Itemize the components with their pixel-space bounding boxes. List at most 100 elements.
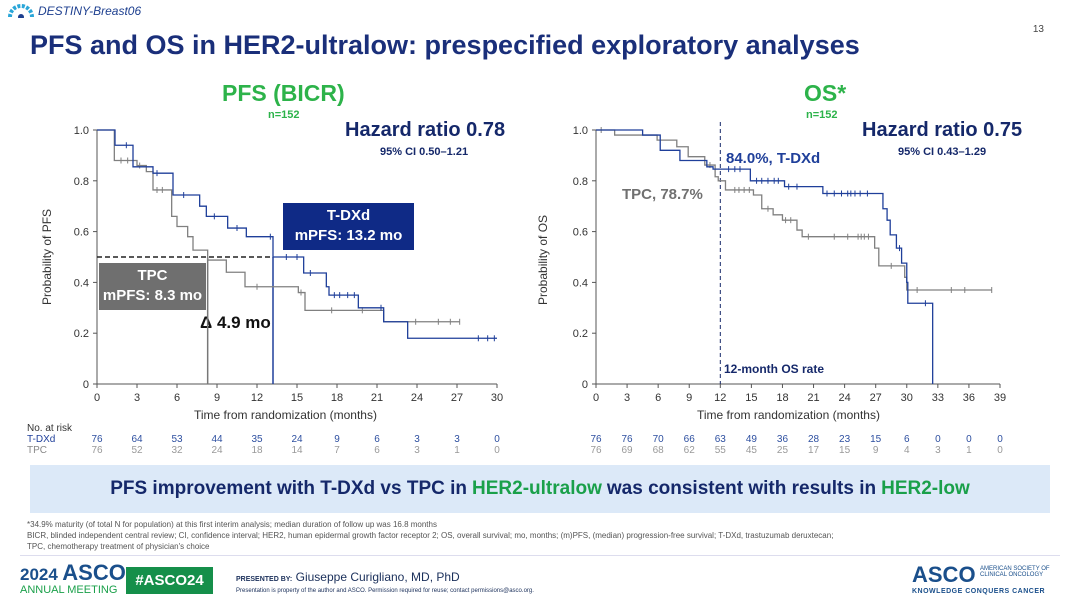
at-risk-tpc: 1: [454, 445, 460, 456]
y-tick-label: 0.8: [573, 176, 588, 188]
at-risk-tpc: 52: [131, 445, 143, 456]
x-tick-label: 30: [901, 392, 913, 404]
trial-logo-icon: [8, 4, 34, 18]
at-risk-t-dxd: 70: [653, 434, 665, 445]
at-risk-tpc: 9: [873, 445, 879, 456]
os-n: n=152: [806, 109, 838, 121]
at-risk-t-dxd: 44: [211, 434, 223, 445]
x-tick-label: 18: [776, 392, 788, 404]
x-tick-label: 30: [491, 392, 503, 404]
at-risk-tpc: 1: [966, 445, 972, 456]
at-risk-t-dxd: 66: [684, 434, 696, 445]
pfs-x-axis-label: Time from randomization (months): [194, 408, 377, 422]
km-curve-tpc: [97, 129, 460, 323]
at-risk-tpc: 3: [935, 445, 941, 456]
trial-name: DESTINY-Breast06: [38, 4, 142, 18]
at-risk-tpc: 76: [91, 445, 103, 456]
presenter-line: PRESENTED BY: Giuseppe Curigliano, MD, P…: [236, 570, 460, 584]
key-message-banner: PFS improvement with T-DXd vs TPC in HER…: [30, 465, 1050, 513]
y-tick-label: 0.8: [74, 176, 89, 188]
os-ci: 95% CI 0.43–1.29: [898, 146, 987, 158]
at-risk-t-dxd: 49: [746, 434, 758, 445]
at-risk-tpc: 25: [777, 445, 789, 456]
footer-divider: [20, 555, 1060, 556]
x-tick-label: 27: [451, 392, 463, 404]
pfs-ci: 95% CI 0.50–1.21: [380, 146, 469, 158]
x-tick-label: 0: [593, 392, 599, 404]
footnote: TPC, chemotherapy treatment of physician…: [27, 542, 210, 551]
at-risk-tpc: 4: [904, 445, 910, 456]
footnotes: *34.9% maturity (of total N for populati…: [27, 519, 833, 552]
at-risk-tpc: 45: [746, 445, 758, 456]
x-tick-label: 24: [838, 392, 850, 404]
tdxd-mpfs: mPFS: 13.2 mo: [294, 227, 403, 244]
reuse-notice: Presentation is property of the author a…: [236, 588, 534, 594]
at-risk-t-dxd: 0: [494, 434, 500, 445]
y-tick-label: 0.6: [74, 227, 89, 239]
tdxd-box-label: T-DXd: [326, 207, 371, 224]
at-risk-tpc: 68: [653, 445, 665, 456]
os-tpc-rate-label: TPC, 78.7%: [622, 186, 703, 203]
os-hazard-ratio: Hazard ratio 0.75: [862, 119, 1023, 141]
at-risk-tpc: 18: [251, 445, 263, 456]
y-tick-label: 0.2: [74, 328, 89, 340]
at-risk-t-dxd: 6: [904, 434, 910, 445]
asco-tagline: KNOWLEDGE CONQUERS CANCER: [912, 588, 1046, 595]
at-risk-t-dxd: 9: [334, 434, 340, 445]
at-risk-tpc: 15: [839, 445, 851, 456]
x-tick-label: 3: [134, 392, 140, 404]
asco-logo: ASCO AMERICAN SOCIETY OF CLINICAL ONCOLO…: [912, 562, 1060, 595]
at-risk-t-dxd: 6: [374, 434, 380, 445]
tpc-median-box: TPC mPFS: 8.3 mo: [99, 263, 206, 310]
x-tick-label: 33: [932, 392, 944, 404]
at-risk-t-dxd: 3: [454, 434, 460, 445]
median-delta: Δ 4.9 mo: [200, 313, 271, 333]
asco-org-name: AMERICAN SOCIETY OF CLINICAL ONCOLOGY: [980, 566, 1050, 578]
at-risk-t-dxd: 0: [935, 434, 941, 445]
x-tick-label: 15: [745, 392, 757, 404]
y-tick-label: 0.2: [573, 328, 588, 340]
at-risk-t-dxd: 76: [622, 434, 634, 445]
risk-tdxd-label: T-DXd: [27, 434, 56, 445]
slide-title: PFS and OS in HER2-ultralow: prespecifie…: [30, 30, 860, 60]
meeting-year: 2024: [20, 565, 58, 584]
pfs-n: n=152: [268, 109, 300, 121]
km-curve-t-dxd: [97, 129, 497, 339]
y-tick-label: 0.4: [74, 277, 89, 289]
risk-tpc-label: TPC: [27, 445, 47, 456]
landmark-label: 12-month OS rate: [724, 362, 825, 376]
at-risk-t-dxd: 64: [131, 434, 143, 445]
presented-by-label: PRESENTED BY:: [236, 576, 293, 583]
x-tick-label: 15: [291, 392, 303, 404]
at-risk-t-dxd: 0: [966, 434, 972, 445]
x-tick-label: 0: [94, 392, 100, 404]
footnote: *34.9% maturity (of total N for populati…: [27, 520, 437, 529]
at-risk-tpc: 17: [808, 445, 820, 456]
os-title: OS*: [804, 80, 847, 106]
x-tick-label: 3: [624, 392, 630, 404]
at-risk-tpc: 24: [211, 445, 223, 456]
y-tick-label: 0.6: [573, 227, 588, 239]
at-risk-t-dxd: 0: [997, 434, 1003, 445]
at-risk-tpc: 32: [171, 445, 183, 456]
asco-wordmark: ASCO: [912, 562, 976, 587]
at-risk-tpc: 62: [684, 445, 696, 456]
x-tick-label: 6: [174, 392, 180, 404]
tdxd-median-box: T-DXd mPFS: 13.2 mo: [283, 203, 414, 250]
banner-highlight-low: HER2-low: [881, 478, 970, 499]
at-risk-t-dxd: 28: [808, 434, 820, 445]
tpc-box-label: TPC: [137, 267, 168, 284]
x-tick-label: 24: [411, 392, 423, 404]
at-risk-t-dxd: 24: [291, 434, 303, 445]
x-tick-label: 9: [214, 392, 220, 404]
at-risk-tpc: 69: [622, 445, 634, 456]
at-risk-tpc: 55: [715, 445, 727, 456]
at-risk-t-dxd: 36: [777, 434, 789, 445]
at-risk-tpc: 0: [997, 445, 1003, 456]
at-risk-tpc: 14: [291, 445, 303, 456]
banner-text: was consistent with results in: [606, 478, 877, 499]
at-risk-t-dxd: 3: [414, 434, 420, 445]
x-tick-label: 9: [686, 392, 692, 404]
